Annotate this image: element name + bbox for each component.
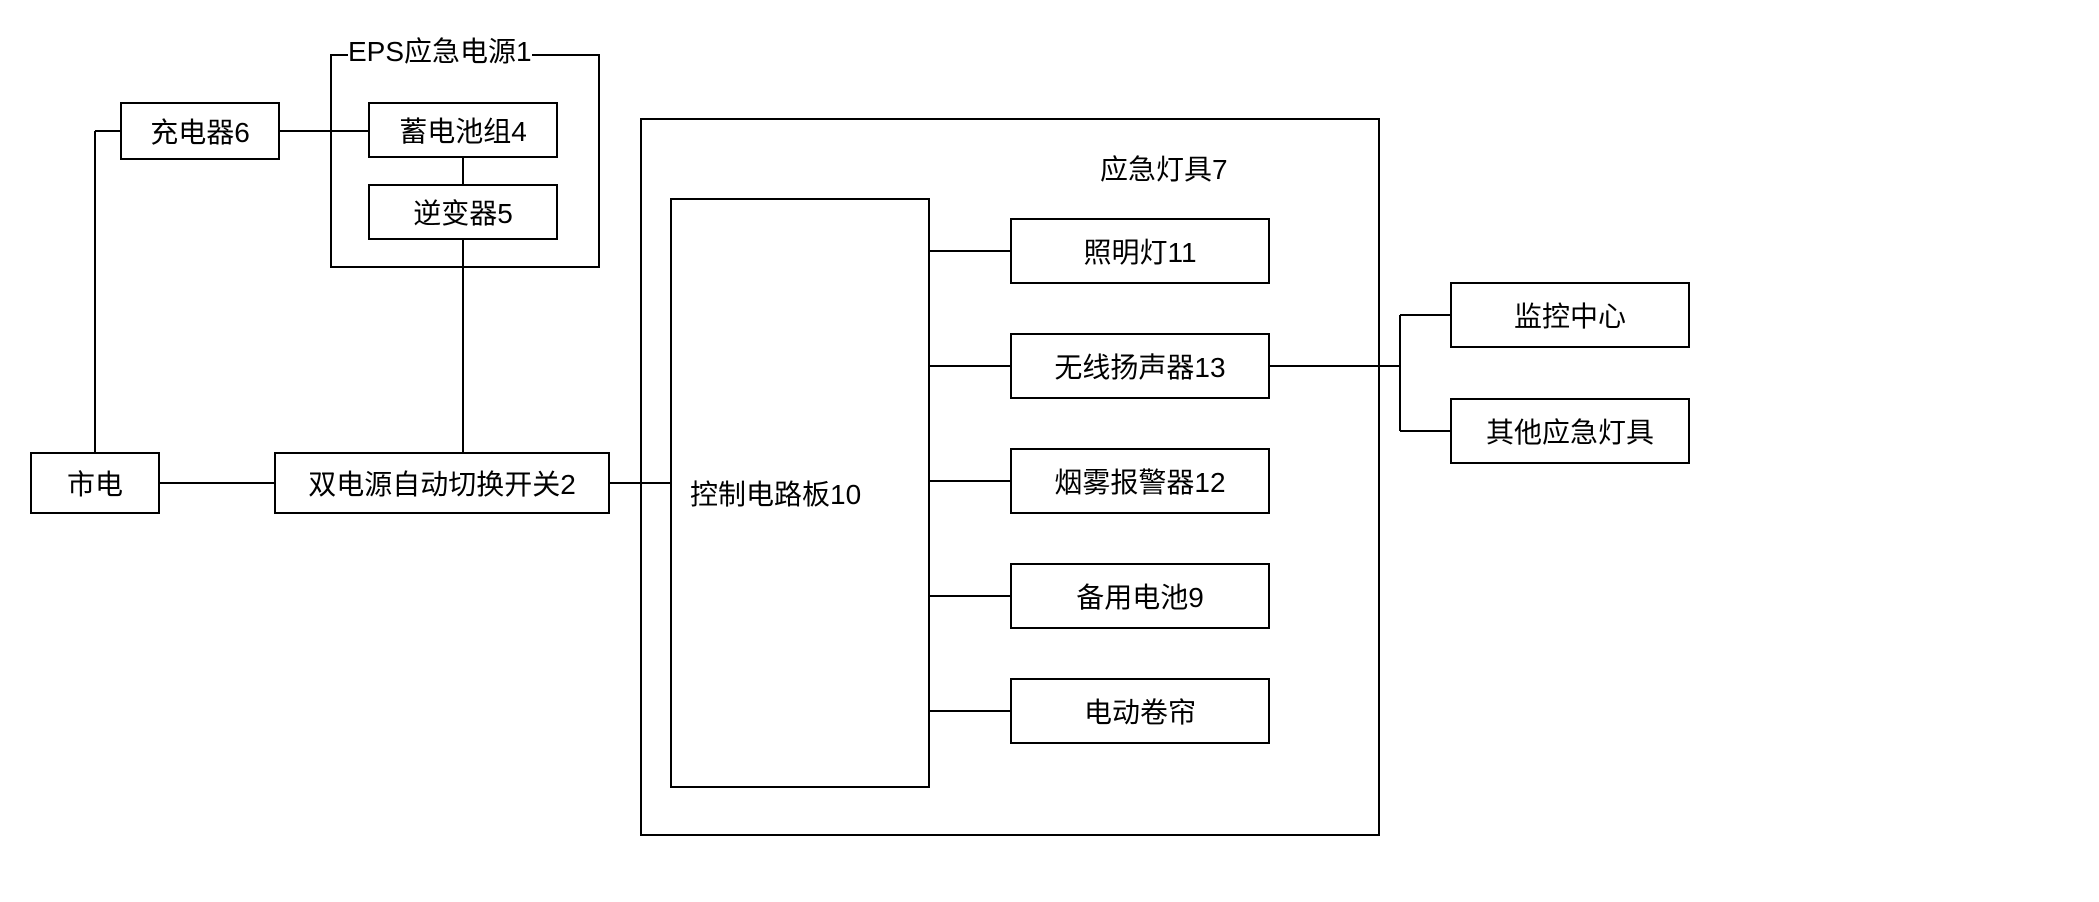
node-monitor: 监控中心	[1450, 282, 1690, 348]
node-smoke: 烟雾报警器12	[1010, 448, 1270, 514]
lamp-container-label: 应急灯具7	[1100, 148, 1228, 188]
node-control: 控制电路板10	[670, 198, 930, 788]
node-mains: 市电	[30, 452, 160, 514]
node-curtain: 电动卷帘	[1010, 678, 1270, 744]
node-backup: 备用电池9	[1010, 563, 1270, 629]
node-battery: 蓄电池组4	[368, 102, 558, 158]
node-switch: 双电源自动切换开关2	[274, 452, 610, 514]
node-inverter: 逆变器5	[368, 184, 558, 240]
node-speaker: 无线扬声器13	[1010, 333, 1270, 399]
eps-container-label: EPS应急电源1	[348, 30, 532, 70]
node-other-lamp: 其他应急灯具	[1450, 398, 1690, 464]
node-charger: 充电器6	[120, 102, 280, 160]
node-light: 照明灯11	[1010, 218, 1270, 284]
